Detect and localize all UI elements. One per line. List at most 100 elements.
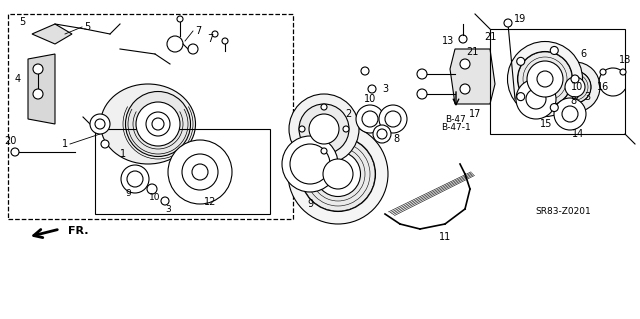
Circle shape <box>385 111 401 127</box>
Text: 3: 3 <box>165 204 171 213</box>
Text: SR83-Z0201: SR83-Z0201 <box>535 207 591 217</box>
Circle shape <box>379 105 407 133</box>
Circle shape <box>95 119 105 129</box>
Text: 21: 21 <box>484 32 496 42</box>
Circle shape <box>192 164 208 180</box>
Circle shape <box>527 61 563 97</box>
Circle shape <box>362 111 378 127</box>
Circle shape <box>177 16 183 22</box>
Ellipse shape <box>125 92 191 157</box>
Text: 3: 3 <box>584 92 590 102</box>
Circle shape <box>33 64 43 74</box>
Text: 6: 6 <box>580 49 586 59</box>
Text: 9: 9 <box>307 199 313 209</box>
Circle shape <box>321 148 327 154</box>
Text: 7: 7 <box>207 34 213 44</box>
Polygon shape <box>28 54 55 124</box>
Text: FR.: FR. <box>68 226 88 236</box>
Text: 10: 10 <box>364 94 376 104</box>
Circle shape <box>417 69 427 79</box>
Circle shape <box>620 69 626 75</box>
Circle shape <box>459 35 467 43</box>
Text: 14: 14 <box>572 129 584 139</box>
Circle shape <box>460 59 470 69</box>
Circle shape <box>101 140 109 148</box>
Ellipse shape <box>100 84 195 164</box>
Circle shape <box>562 106 578 122</box>
Text: 1: 1 <box>62 139 68 149</box>
Text: 18: 18 <box>619 55 631 65</box>
Ellipse shape <box>508 41 582 116</box>
Circle shape <box>167 36 183 52</box>
Polygon shape <box>450 49 495 104</box>
Circle shape <box>526 89 546 109</box>
Text: 16: 16 <box>597 82 609 92</box>
Circle shape <box>537 71 553 87</box>
Text: 8: 8 <box>570 96 576 106</box>
Text: 13: 13 <box>442 36 454 46</box>
Bar <box>95 129 270 214</box>
Circle shape <box>282 136 338 192</box>
Text: B-47: B-47 <box>445 115 467 123</box>
Circle shape <box>377 129 387 139</box>
Text: 9: 9 <box>125 189 131 198</box>
Ellipse shape <box>559 71 591 103</box>
Text: 17: 17 <box>469 109 481 119</box>
Text: 11: 11 <box>439 232 451 242</box>
Bar <box>8 14 293 219</box>
Circle shape <box>504 19 512 27</box>
Polygon shape <box>32 24 72 44</box>
Ellipse shape <box>288 124 388 224</box>
Circle shape <box>343 126 349 132</box>
Circle shape <box>222 38 228 44</box>
Text: 3: 3 <box>382 84 388 94</box>
Text: 15: 15 <box>540 119 552 129</box>
Circle shape <box>373 125 391 143</box>
Circle shape <box>323 159 353 189</box>
Circle shape <box>136 102 180 146</box>
Circle shape <box>11 148 19 156</box>
Circle shape <box>361 67 369 75</box>
Circle shape <box>161 197 169 205</box>
Text: 1: 1 <box>120 149 126 159</box>
Circle shape <box>516 57 525 65</box>
Circle shape <box>168 140 232 204</box>
Ellipse shape <box>299 104 349 154</box>
Circle shape <box>600 69 606 75</box>
Circle shape <box>147 184 157 194</box>
Circle shape <box>146 112 170 136</box>
Text: B-47-1: B-47-1 <box>441 122 471 131</box>
Circle shape <box>290 144 330 184</box>
Ellipse shape <box>316 152 360 197</box>
Circle shape <box>121 165 149 193</box>
Text: 21: 21 <box>466 47 478 57</box>
Text: 8: 8 <box>393 134 399 144</box>
Circle shape <box>460 84 470 94</box>
Text: 19: 19 <box>514 14 526 24</box>
Text: 4: 4 <box>15 74 21 84</box>
Circle shape <box>33 89 43 99</box>
Text: 7: 7 <box>195 26 201 36</box>
Text: 5: 5 <box>84 22 90 32</box>
Bar <box>490 29 625 134</box>
Ellipse shape <box>550 62 600 112</box>
Circle shape <box>516 79 556 119</box>
Circle shape <box>356 105 384 133</box>
Circle shape <box>417 89 427 99</box>
Ellipse shape <box>301 137 376 211</box>
Circle shape <box>152 118 164 130</box>
Circle shape <box>516 93 525 100</box>
Text: 5: 5 <box>19 17 25 27</box>
Circle shape <box>554 98 586 130</box>
Text: 20: 20 <box>4 136 16 146</box>
Text: 12: 12 <box>204 197 216 207</box>
Ellipse shape <box>289 94 359 164</box>
Circle shape <box>368 85 376 93</box>
Text: 10: 10 <box>149 192 161 202</box>
Circle shape <box>212 31 218 37</box>
Circle shape <box>299 126 305 132</box>
Circle shape <box>309 114 339 144</box>
Circle shape <box>321 104 327 110</box>
Circle shape <box>90 114 110 134</box>
Ellipse shape <box>518 51 573 107</box>
